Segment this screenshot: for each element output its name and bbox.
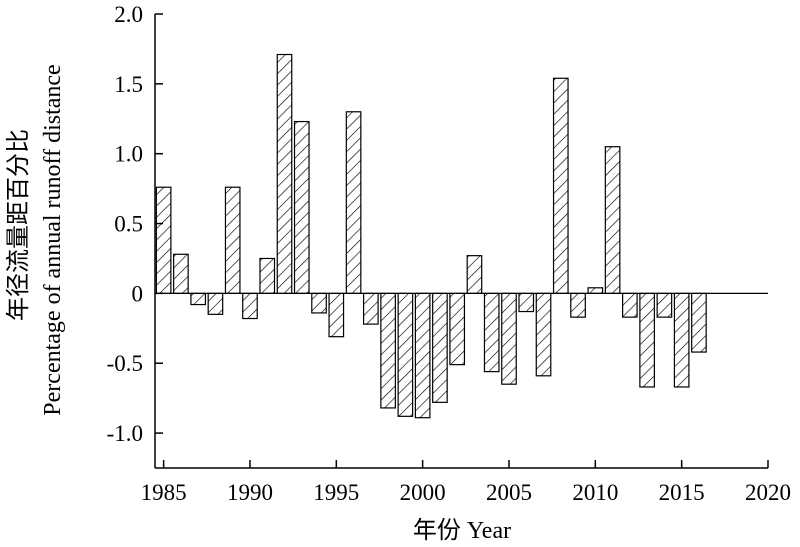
bar-2013 xyxy=(639,292,655,388)
bar-1988 xyxy=(207,292,224,315)
bar-2010 xyxy=(587,287,604,294)
bar-2012 xyxy=(622,292,638,318)
y-tick-label: 0.5 xyxy=(114,212,143,237)
bar-2008 xyxy=(552,77,569,294)
bar-2004 xyxy=(483,292,500,373)
bar-1993 xyxy=(293,120,310,294)
x-tick-label: 1995 xyxy=(313,480,359,505)
bar-1998 xyxy=(380,292,396,409)
bar-1997 xyxy=(362,292,379,325)
bar-1992 xyxy=(276,53,293,294)
y-axis-title-cn: 年径流量距百分比 xyxy=(5,129,32,321)
y-tick-label: -1.0 xyxy=(107,421,143,446)
y-tick-label: 2.0 xyxy=(114,2,143,27)
bar-1989 xyxy=(224,186,241,294)
bar-1999 xyxy=(397,292,414,417)
bar-2011 xyxy=(604,146,621,294)
x-ticks-group: 1985 1990 1995 2000 2005 2010 2015 2020 xyxy=(141,460,791,505)
x-tick-label: 2015 xyxy=(659,480,705,505)
y-tick-label: 1.5 xyxy=(114,72,143,97)
x-tick-label: 2020 xyxy=(745,480,791,505)
y-ticks-group: 2.0 1.5 1.0 0.5 0 -0.5 -1.0 xyxy=(107,2,163,446)
bar-2002 xyxy=(449,292,466,366)
bar-2015 xyxy=(673,292,690,388)
bar-2000 xyxy=(414,292,431,419)
x-axis-title: 年份 Year xyxy=(413,517,511,544)
y-tick-label: 0 xyxy=(132,281,144,306)
y-tick-label: 1.0 xyxy=(114,142,143,167)
bar-2016 xyxy=(691,292,707,353)
bar-1986 xyxy=(173,253,189,294)
y-tick-label: -0.5 xyxy=(107,351,143,376)
bars-group xyxy=(155,53,707,419)
axes-group xyxy=(154,14,768,469)
bar-2009 xyxy=(570,292,586,318)
bar-2014 xyxy=(656,292,673,318)
bar-1985 xyxy=(155,186,172,294)
x-tick-label: 1985 xyxy=(141,480,187,505)
x-tick-label: 2000 xyxy=(400,480,446,505)
bar-2001 xyxy=(432,292,448,403)
bar-1990 xyxy=(242,292,258,320)
bar-2006 xyxy=(518,292,535,313)
bar-1995 xyxy=(328,292,345,338)
bar-2005 xyxy=(501,292,517,385)
bar-1991 xyxy=(259,257,276,294)
bar-1987 xyxy=(190,292,207,306)
x-tick-label: 2005 xyxy=(486,480,532,505)
x-tick-label: 1990 xyxy=(227,480,273,505)
bar-2007 xyxy=(535,292,552,377)
bar-1996 xyxy=(345,111,362,294)
y-axis-title-en: Percentage of annual runoff distance xyxy=(40,64,66,415)
x-tick-label: 2010 xyxy=(572,480,618,505)
bar-2003 xyxy=(466,255,483,294)
bar-1994 xyxy=(311,292,327,314)
